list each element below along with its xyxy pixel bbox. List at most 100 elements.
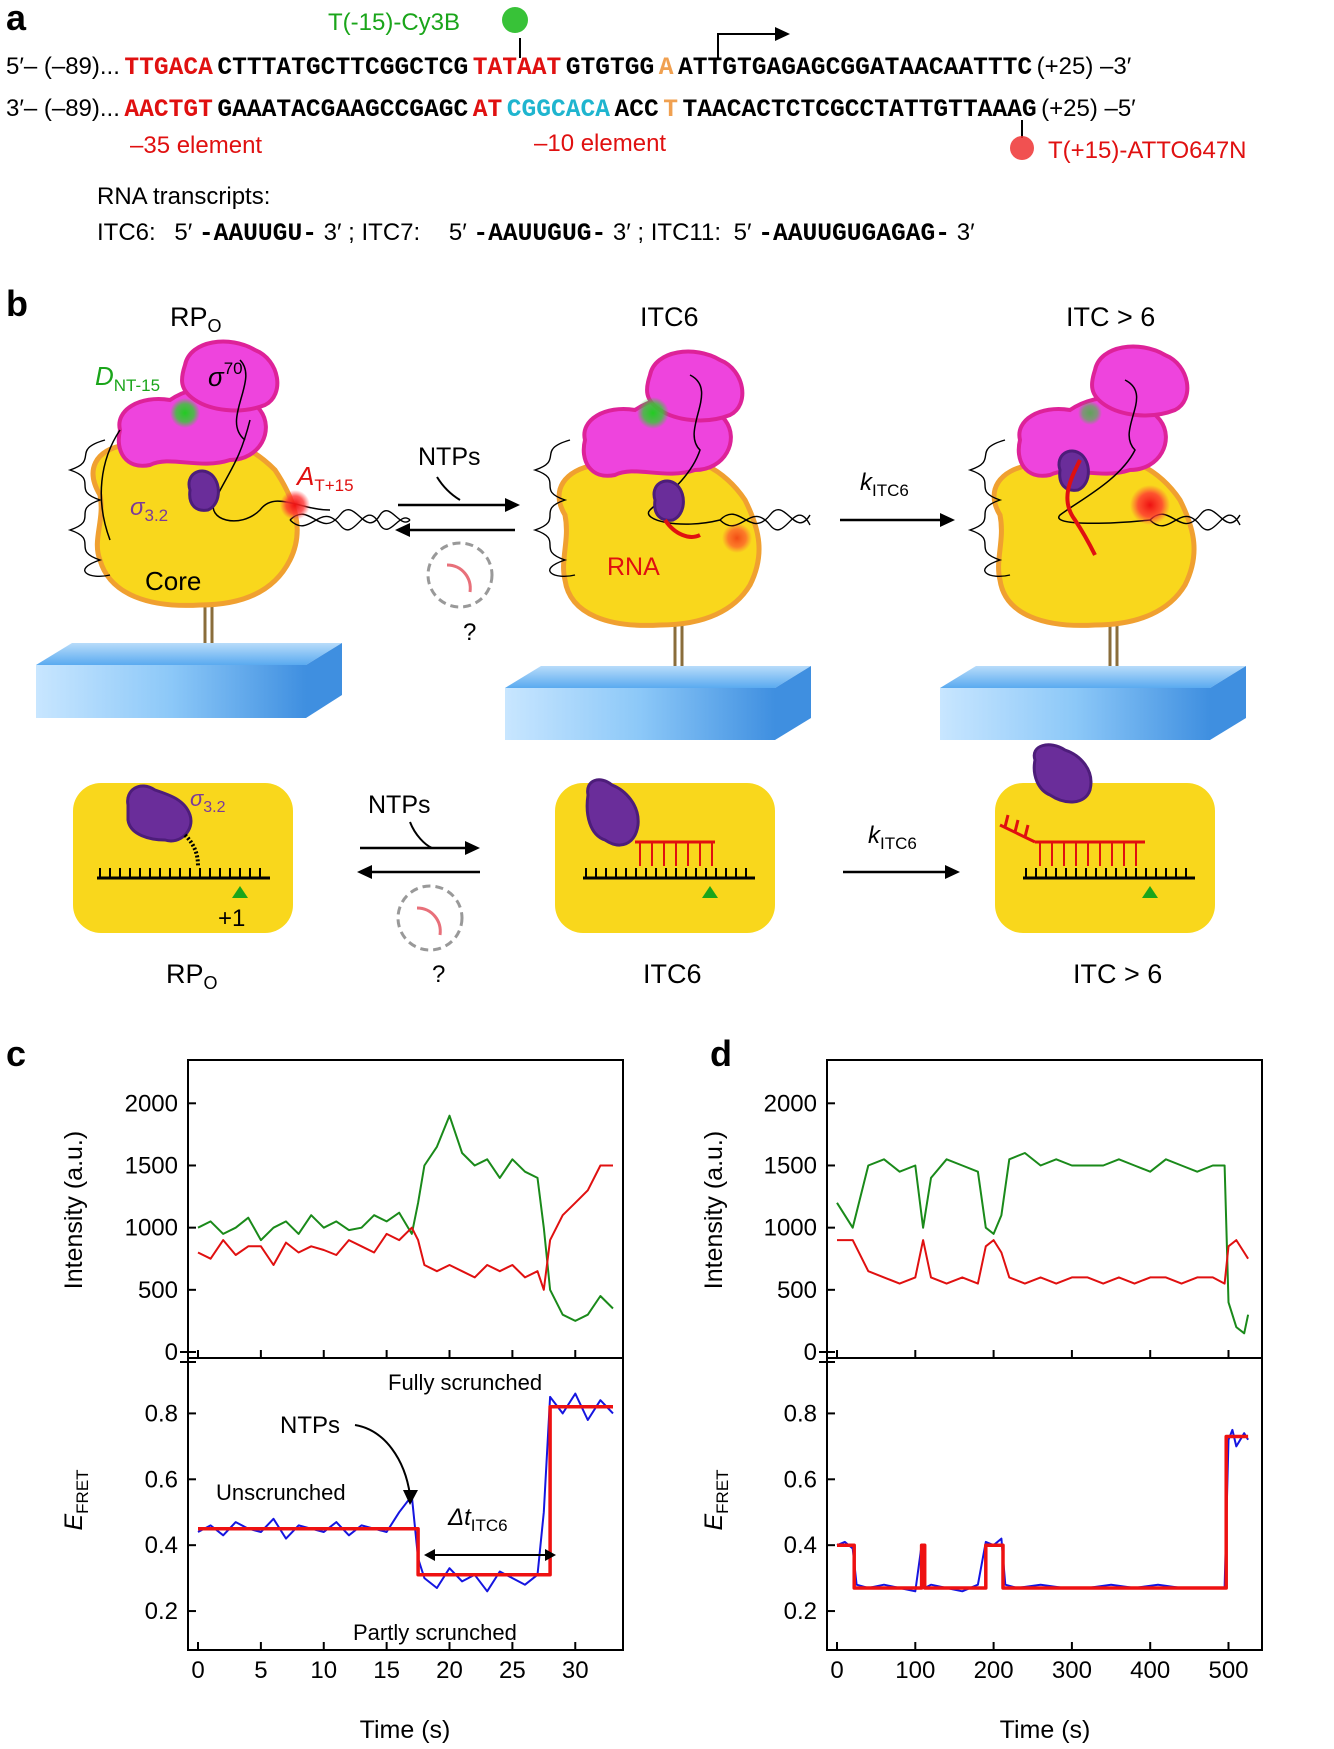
y-tick-label: 0 (165, 1339, 178, 1366)
itc11-5prime: 5′ (734, 219, 752, 246)
chart-d-efret-frame (826, 1357, 1263, 1651)
annotation-dt: ΔtITC6 (447, 1504, 508, 1535)
annotation-ntps: NTPs (280, 1412, 340, 1439)
sigma32-label: σ3.2 (130, 494, 168, 525)
annotation-partly-scrunched: Partly scrunched (353, 1620, 517, 1645)
sigma70-label: σ70 (208, 359, 243, 392)
y-tick-label: 0.8 (784, 1400, 817, 1427)
dna-helix-upstream (67, 439, 111, 577)
x-tick-label: 100 (895, 1657, 935, 1684)
released-rna-circle (426, 541, 494, 609)
chart-c-efret: 0.2 0.4 0.6 0.8 0 5 10 15 20 25 30 (145, 1392, 614, 1684)
plus1-marker-icon (232, 886, 248, 898)
panel-c-label: c (6, 1033, 26, 1074)
y-tick-label: 1500 (125, 1152, 178, 1179)
y-tick-label: 0.6 (145, 1466, 178, 1493)
series-line-0 (836, 1152, 1250, 1335)
rna-transcripts-title: RNA transcripts: (97, 183, 270, 210)
top-discriminator: GTGTGG (566, 55, 655, 82)
bottom-plus1: T (663, 97, 678, 124)
bottom-10-red: AT (473, 97, 503, 124)
rna-label: RNA (607, 553, 660, 581)
bottom-title-itcgt6: ITC > 6 (1073, 959, 1162, 989)
donor-dye-icon-3 (1078, 401, 1102, 425)
x-tick-label: 300 (1052, 1657, 1092, 1684)
donor-label: DNT-15 (95, 361, 160, 395)
top-35-element: TTGACA (124, 55, 213, 82)
y-tick-label: 1000 (125, 1215, 178, 1242)
itc7-3prime: 3′ ; (613, 219, 644, 246)
schematic-itc6 (555, 778, 775, 933)
rna-strand-3 (1065, 459, 1097, 556)
dna-helix-upstream-3 (967, 439, 1011, 577)
y-tick-label: 0.2 (145, 1598, 178, 1625)
x-tick-label: 200 (974, 1657, 1014, 1684)
complex-rpo: DNT-15 σ70 AT+15 σ3.2 Core (36, 339, 411, 718)
core-rnap-3 (991, 457, 1197, 628)
bottom-downstream: TAACACTCTCGCCTATTGTTAAAG (682, 97, 1036, 124)
panel-a-label: a (6, 0, 27, 38)
bottom-strand-prefix: 3′– (–89)... (6, 95, 120, 122)
bottom-strand-suffix: (+25) –5′ (1041, 95, 1136, 122)
top-plus1: A (659, 55, 674, 82)
sigma32-label-sch1: σ3.2 (190, 786, 226, 816)
annotation-unscrunched: Unscrunched (216, 1480, 346, 1505)
x-tick-label: 400 (1130, 1657, 1170, 1684)
acceptor-dye-icon-3 (1130, 485, 1170, 525)
k-itc6-label-1: kITC6 (860, 469, 909, 500)
k-itc6-label-2: kITC6 (868, 822, 917, 853)
chart-d-efret: 0.2 0.4 0.6 0.8 0 100 200 300 400 500 (784, 1400, 1249, 1684)
complex-itcgt6 (940, 344, 1246, 740)
itc6-seq: -AAUUGU- (199, 221, 317, 248)
y-tick-label: 0 (804, 1339, 817, 1366)
itc11-3prime: 3′ (957, 219, 975, 246)
itc11-label: ITC11: (651, 219, 721, 246)
panel-d-label: d (710, 1033, 732, 1074)
cy3b-dye-icon (502, 7, 528, 33)
sigma-32-domain-2 (652, 479, 685, 522)
x-tick-label: 30 (562, 1657, 589, 1684)
d-efret-ylabel: EFRET (700, 1469, 732, 1530)
rna-strand-2 (663, 518, 701, 539)
top-downstream: ATTGTGAGAGCGGATAACAATTTC (678, 55, 1032, 82)
y-tick-label: 500 (777, 1277, 817, 1304)
question-2: ? (432, 961, 445, 988)
sigma32-icon-3 (1032, 743, 1093, 804)
donor-dye-icon (170, 398, 200, 428)
title-itcgt6: ITC > 6 (1066, 302, 1155, 332)
sigma32-icon-1 (126, 784, 193, 843)
series-line-1 (837, 1239, 1249, 1285)
x-tick-label: 500 (1208, 1657, 1248, 1684)
x-tick-label: 15 (373, 1657, 400, 1684)
c-efret-ylabel: EFRET (60, 1469, 92, 1530)
element-10-label: –10 element (534, 130, 666, 157)
surface-slab-top (36, 643, 342, 665)
ntps-label-1: NTPs (418, 443, 481, 471)
y-tick-label: 2000 (764, 1090, 817, 1117)
y-tick-label: 0.6 (784, 1466, 817, 1493)
bottom-10-cyan: CGGCACA (507, 97, 611, 124)
title-rpo: RPO (170, 302, 222, 336)
x-tick-label: 10 (310, 1657, 337, 1684)
top-10-element: TATAAT (473, 55, 562, 82)
tss-arrowhead-icon (775, 27, 790, 41)
plus1-label: +1 (218, 905, 245, 932)
itc6-label: ITC6: (97, 219, 156, 246)
step-fit-line (837, 1434, 1249, 1590)
atto-label: T(+15)-ATTO647N (1048, 137, 1247, 164)
top-spacer: CTTTATGCTTCGGCTCG (217, 55, 468, 82)
bottom-35-element: AACTGT (124, 97, 213, 124)
dna-helix-upstream-2 (532, 439, 576, 577)
x-tick-label: 0 (830, 1657, 843, 1684)
itc6-5prime: 5′ (174, 219, 192, 246)
chart-c-intensity: 0 500 1000 1500 2000 (125, 1090, 614, 1366)
released-rna-circle-2 (396, 884, 464, 952)
bottom-title-itc6: ITC6 (643, 959, 702, 989)
y-tick-label: 0.2 (784, 1598, 817, 1625)
step-fit-line (198, 1405, 613, 1577)
title-itc6: ITC6 (640, 302, 699, 332)
y-tick-label: 1500 (764, 1152, 817, 1179)
itc7-5prime: 5′ (449, 219, 467, 246)
y-tick-label: 0.4 (784, 1532, 817, 1559)
